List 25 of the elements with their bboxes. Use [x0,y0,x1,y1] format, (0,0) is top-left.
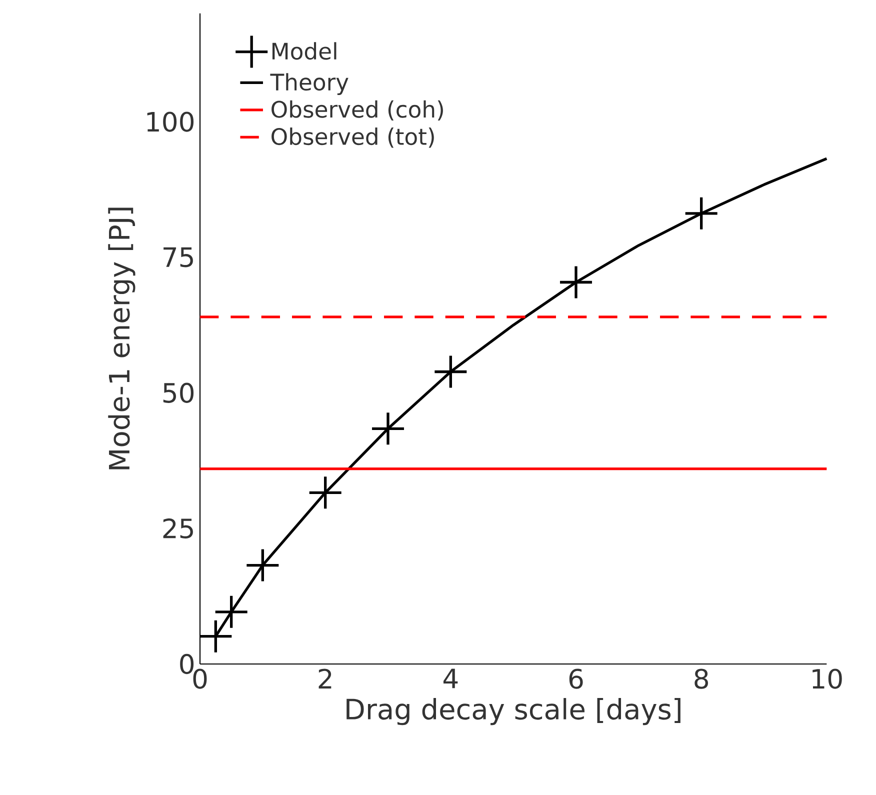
x-tick-label: 4 [443,668,458,688]
x-tick-label: 8 [694,668,708,690]
point [246,549,279,582]
x-tick-label: 10 [812,668,842,690]
point [215,596,248,628]
legend-label: Observed (coh) [272,100,443,121]
x-tick-label: 2 [318,668,332,689]
legend-label: Observed (tot) [272,128,434,148]
point [560,266,592,298]
point [200,620,232,653]
x-axis-title: Drag decay scale [days] [346,698,680,726]
point [685,198,718,230]
legend-label: Model [272,42,336,60]
x-tick-label: 0 [193,668,207,690]
y-tick-label: 50 [163,382,194,404]
y-tick-label: 0 [180,654,194,674]
legend-label: Theory [270,73,348,96]
x-tick-label: 6 [569,668,583,690]
y-axis-title: Mode-1 energy [PJ] [108,208,136,470]
point [434,356,467,388]
y-tick-label: 25 [163,518,193,539]
point [372,412,404,445]
y-tick-label: 75 [164,248,193,268]
point [309,476,342,509]
y-tick-label: 100 [147,112,194,132]
